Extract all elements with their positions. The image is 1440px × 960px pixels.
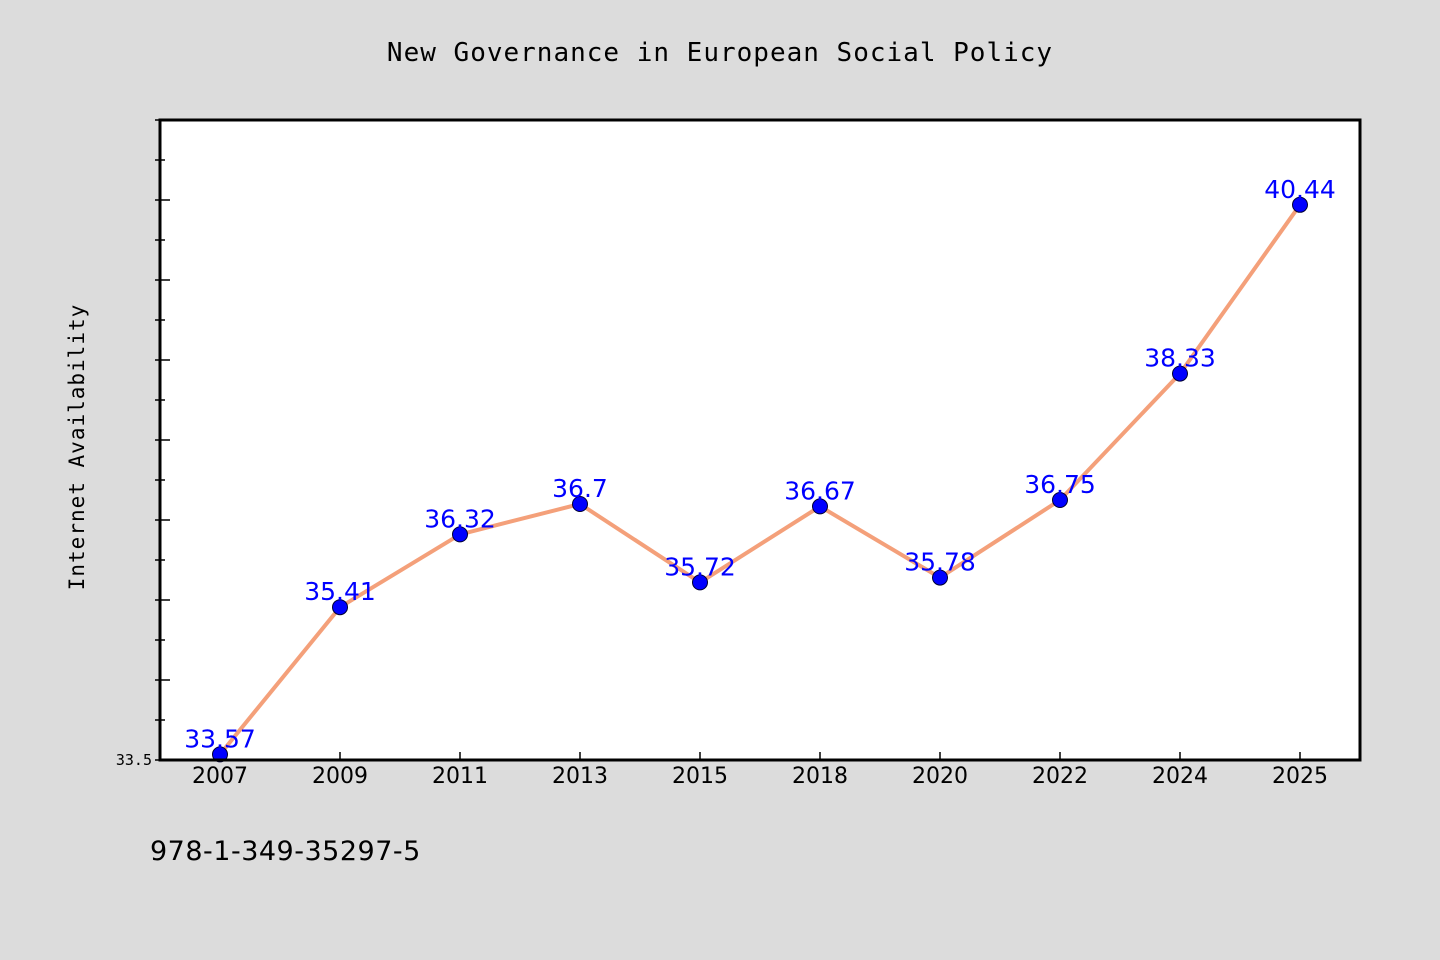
data-point-marker xyxy=(212,746,228,763)
x-tick-label: 2018 xyxy=(792,764,848,789)
data-label: 35.41 xyxy=(304,577,376,606)
x-axis-ticks: 2007 2009 2011 2013 2015 2018 2020 2022 2024 2025 xyxy=(192,752,1328,789)
x-tick-label: 2013 xyxy=(552,764,608,789)
data-label: 40.44 xyxy=(1264,175,1336,204)
data-point-marker xyxy=(692,574,708,591)
data-label: 35.72 xyxy=(664,552,736,581)
data-label: 38.33 xyxy=(1144,344,1216,373)
data-label: 35.78 xyxy=(904,548,976,577)
series-group: 33.57 35.41 36.32 36.7 35.72 36.67 35.78 36.75 3… xyxy=(184,175,1336,763)
x-tick-label: 2011 xyxy=(432,764,488,789)
data-point-marker xyxy=(1052,492,1068,508)
data-label: 36.32 xyxy=(424,504,496,533)
x-tick-label: 2020 xyxy=(912,764,968,789)
x-tick-label: 2025 xyxy=(1272,764,1328,789)
data-label: 36.75 xyxy=(1024,470,1096,499)
plot-area xyxy=(160,120,1360,760)
data-point-marker xyxy=(812,498,828,515)
data-label: 33.57 xyxy=(184,724,256,753)
y-tick-label: 33.5 xyxy=(116,751,152,769)
data-point-marker xyxy=(452,526,468,543)
x-tick-label: 2009 xyxy=(312,764,368,789)
data-point-marker xyxy=(932,569,948,586)
isbn-footer: 978-1-349-35297-5 xyxy=(150,836,421,867)
data-point-marker xyxy=(572,496,588,512)
chart-title: New Governance in European Social Policy xyxy=(387,38,1053,68)
data-label: 36.7 xyxy=(552,474,608,503)
data-point-marker xyxy=(1172,365,1188,382)
plot-frame xyxy=(158,118,1362,762)
x-tick-label: 2007 xyxy=(192,764,248,789)
series-line xyxy=(218,202,1302,757)
x-tick-label: 2022 xyxy=(1032,764,1088,789)
y-axis-label: Internet Availability xyxy=(65,304,89,591)
x-tick-label: 2015 xyxy=(672,764,728,789)
data-label: 36.67 xyxy=(784,476,856,505)
data-point-marker xyxy=(1292,196,1308,213)
data-point-marker xyxy=(332,599,348,616)
x-tick-label: 2024 xyxy=(1152,764,1208,789)
